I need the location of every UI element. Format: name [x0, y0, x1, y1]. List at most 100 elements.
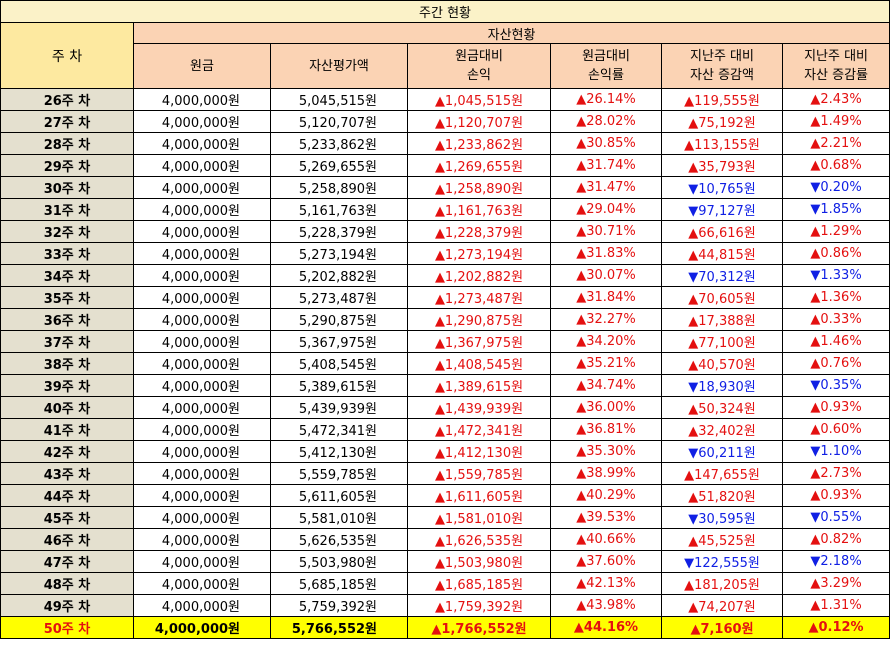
pl-cell: ▲1,273,487원: [407, 286, 551, 309]
pl-cell: ▲1,233,862원: [407, 132, 551, 155]
column-header-line1: 원금: [190, 58, 214, 74]
valuation-cell: 5,233,862원: [270, 132, 408, 155]
principal-cell: 4,000,000원: [133, 484, 271, 507]
wow-rate-cell: ▼0.35%: [781, 374, 891, 397]
table-row: 40주 차 4,000,000원 5,439,939원 ▲1,439,939원 ▲36.…: [0, 396, 891, 419]
table-row: 43주 차 4,000,000원 5,559,785원 ▲1,559,785원 ▲38.…: [0, 462, 891, 485]
principal-cell: 4,000,000원: [133, 132, 271, 155]
valuation-cell: 5,439,939원: [270, 396, 408, 419]
table-row: 38주 차 4,000,000원 5,408,545원 ▲1,408,545원 ▲35.…: [0, 352, 891, 375]
week-cell: 42주 차: [0, 440, 134, 463]
week-cell: 43주 차: [0, 462, 134, 485]
table-row: 34주 차 4,000,000원 5,202,882원 ▲1,202,882원 ▲30.…: [0, 264, 891, 287]
wow-cell: ▲119,555원: [661, 88, 783, 111]
wow-rate-cell: ▲1.31%: [781, 594, 891, 617]
week-cell: 38주 차: [0, 352, 134, 375]
table-row: 39주 차 4,000,000원 5,389,615원 ▲1,389,615원 ▲34.…: [0, 374, 891, 397]
wow-cell: ▲74,207원: [661, 594, 783, 617]
week-cell: 44주 차: [0, 484, 134, 507]
table-row: 28주 차 4,000,000원 5,233,862원 ▲1,233,862원 ▲30.…: [0, 132, 891, 155]
table-row: 26주 차 4,000,000원 5,045,515원 ▲1,045,515원 ▲26.…: [0, 88, 891, 111]
pl-rate-cell: ▲34.20%: [550, 330, 662, 353]
column-header-line2: 자산 증감액: [690, 68, 754, 83]
pl-cell: ▲1,258,890원: [407, 176, 551, 199]
valuation-cell: 5,258,890원: [270, 176, 408, 199]
wow-cell: ▼122,555원: [661, 550, 783, 573]
principal-cell: 4,000,000원: [133, 594, 271, 617]
pl-rate-cell: ▲29.04%: [550, 198, 662, 221]
wow-rate-cell: ▲3.29%: [781, 572, 891, 595]
week-cell: 36주 차: [0, 308, 134, 331]
valuation-cell: 5,389,615원: [270, 374, 408, 397]
pl-cell: ▲1,389,615원: [407, 374, 551, 397]
wow-rate-cell: ▲0.93%: [781, 396, 891, 419]
table-row: 49주 차 4,000,000원 5,759,392원 ▲1,759,392원 ▲43.…: [0, 594, 891, 617]
principal-cell: 4,000,000원: [133, 220, 271, 243]
wow-rate-cell: ▲0.93%: [781, 484, 891, 507]
pl-rate-cell: ▲43.98%: [550, 594, 662, 617]
valuation-cell: 5,559,785원: [270, 462, 408, 485]
principal-cell: 4,000,000원: [133, 616, 271, 639]
wow-cell: ▲40,570원: [661, 352, 783, 375]
pl-rate-cell: ▲35.21%: [550, 352, 662, 375]
wow-rate-cell: ▲0.76%: [781, 352, 891, 375]
table-row: 36주 차 4,000,000원 5,290,875원 ▲1,290,875원 ▲32.…: [0, 308, 891, 331]
table-row: 33주 차 4,000,000원 5,273,194원 ▲1,273,194원 ▲31.…: [0, 242, 891, 265]
table-row: 47주 차 4,000,000원 5,503,980원 ▲1,503,980원 ▲37.…: [0, 550, 891, 573]
wow-rate-cell: ▼1.10%: [781, 440, 891, 463]
pl-rate-cell: ▲34.74%: [550, 374, 662, 397]
valuation-cell: 5,503,980원: [270, 550, 408, 573]
pl-cell: ▲1,559,785원: [407, 462, 551, 485]
principal-cell: 4,000,000원: [133, 286, 271, 309]
wow-cell: ▲70,605원: [661, 286, 783, 309]
principal-cell: 4,000,000원: [133, 88, 271, 111]
pl-rate-cell: ▲32.27%: [550, 308, 662, 331]
wow-rate-cell: ▲2.73%: [781, 462, 891, 485]
pl-cell: ▲1,472,341원: [407, 418, 551, 441]
valuation-cell: 5,611,605원: [270, 484, 408, 507]
valuation-cell: 5,412,130원: [270, 440, 408, 463]
pl-rate-cell: ▲30.07%: [550, 264, 662, 287]
week-cell: 34주 차: [0, 264, 134, 287]
week-cell: 47주 차: [0, 550, 134, 573]
principal-cell: 4,000,000원: [133, 396, 271, 419]
principal-cell: 4,000,000원: [133, 176, 271, 199]
wow-rate-cell: ▲0.60%: [781, 418, 891, 441]
table-row: 46주 차 4,000,000원 5,626,535원 ▲1,626,535원 ▲40.…: [0, 528, 891, 551]
week-cell: 32주 차: [0, 220, 134, 243]
wow-rate-cell: ▲1.29%: [781, 220, 891, 243]
week-cell: 41주 차: [0, 418, 134, 441]
wow-cell: ▼10,765원: [661, 176, 783, 199]
week-cell: 28주 차: [0, 132, 134, 155]
week-cell: 46주 차: [0, 528, 134, 551]
week-cell: 31주 차: [0, 198, 134, 221]
wow-rate-cell: ▲1.49%: [781, 110, 891, 133]
wow-cell: ▼70,312원: [661, 264, 783, 287]
valuation-cell: 5,202,882원: [270, 264, 408, 287]
table-row: 35주 차 4,000,000원 5,273,487원 ▲1,273,487원 ▲31.…: [0, 286, 891, 309]
week-cell: 48주 차: [0, 572, 134, 595]
principal-cell: 4,000,000원: [133, 572, 271, 595]
wow-cell: ▲77,100원: [661, 330, 783, 353]
valuation-cell: 5,581,010원: [270, 506, 408, 529]
week-cell: 45주 차: [0, 506, 134, 529]
valuation-cell: 5,685,185원: [270, 572, 408, 595]
table-title: 주간 현황: [0, 0, 891, 23]
pl-rate-cell: ▲30.85%: [550, 132, 662, 155]
table-row: 48주 차 4,000,000원 5,685,185원 ▲1,685,185원 ▲42.…: [0, 572, 891, 595]
wow-cell: ▲35,793원: [661, 154, 783, 177]
pl-rate-cell: ▲28.02%: [550, 110, 662, 133]
week-cell: 29주 차: [0, 154, 134, 177]
valuation-cell: 5,273,487원: [270, 286, 408, 309]
valuation-header: 자산평가액: [270, 43, 408, 89]
valuation-cell: 5,269,655원: [270, 154, 408, 177]
valuation-cell: 5,408,545원: [270, 352, 408, 375]
principal-cell: 4,000,000원: [133, 352, 271, 375]
pl-cell: ▲1,273,194원: [407, 242, 551, 265]
wow-rate-cell: ▲0.82%: [781, 528, 891, 551]
principal-cell: 4,000,000원: [133, 110, 271, 133]
wow-cell: ▲17,388원: [661, 308, 783, 331]
wow-cell: ▼30,595원: [661, 506, 783, 529]
principal-cell: 4,000,000원: [133, 154, 271, 177]
